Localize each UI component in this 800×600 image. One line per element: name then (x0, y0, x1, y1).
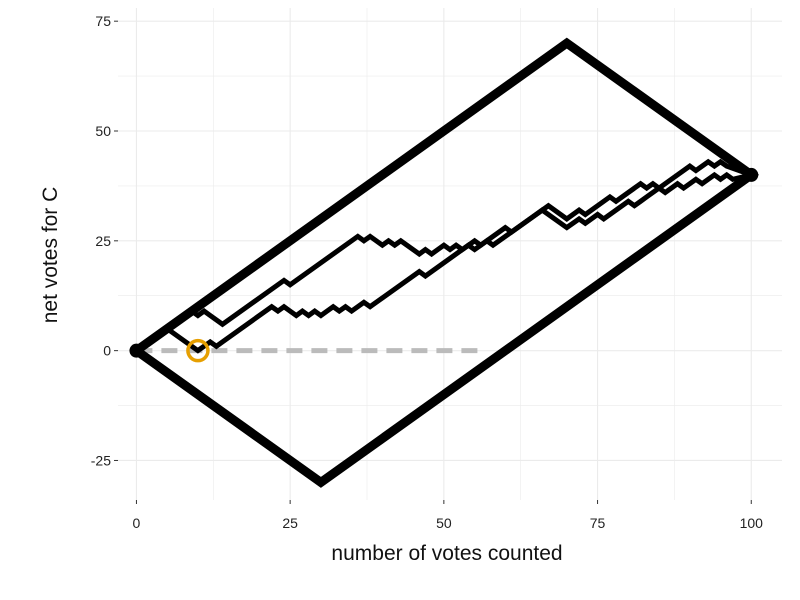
y-tick-label: -25 (91, 452, 111, 468)
grid-lines (118, 8, 782, 500)
x-tick-label: 100 (740, 515, 764, 531)
x-tick-label: 50 (436, 515, 452, 531)
highlight-marker (186, 338, 210, 363)
y-tick-label: 25 (95, 233, 111, 249)
y-tick-label: 50 (95, 123, 111, 139)
y-axis-ticks: -25 0 25 50 75 (91, 13, 118, 468)
start-point (129, 343, 144, 358)
x-axis-ticks: 0 25 50 75 100 (133, 500, 764, 531)
end-point (744, 167, 759, 182)
count-path-lower (134, 171, 752, 354)
y-axis-title: net votes for C (39, 187, 62, 324)
count-path-upper (134, 158, 753, 353)
highlight-circle (186, 338, 210, 363)
x-tick-label: 75 (590, 515, 606, 531)
x-axis-title: number of votes counted (331, 542, 562, 565)
y-tick-label: 0 (103, 343, 111, 359)
endpoint-markers (129, 167, 759, 358)
x-tick-label: 25 (282, 515, 298, 531)
y-tick-label: 75 (95, 13, 111, 29)
x-tick-label: 0 (133, 515, 141, 531)
